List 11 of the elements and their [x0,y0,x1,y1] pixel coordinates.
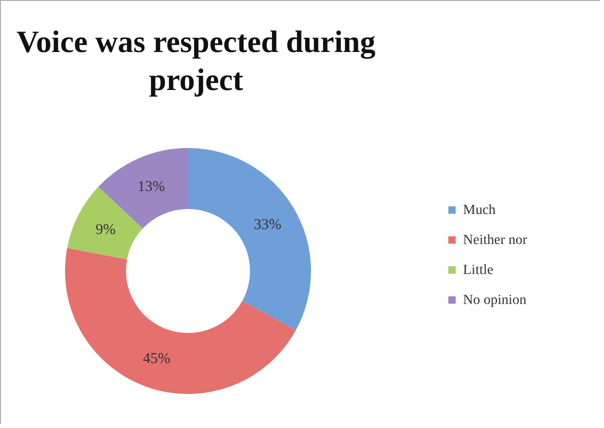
legend-label: Neither nor [463,233,528,248]
legend-label: Much [463,203,496,218]
data-label: 33% [254,216,282,233]
donut-slice [188,148,311,330]
legend-label: No opinion [463,293,526,308]
legend-label: Little [463,263,494,278]
donut-slice [65,248,296,394]
chart-title: Voice was respected during project [16,24,376,97]
data-label: 45% [142,351,170,368]
data-label: 13% [138,179,166,196]
data-label: 9% [96,222,116,238]
